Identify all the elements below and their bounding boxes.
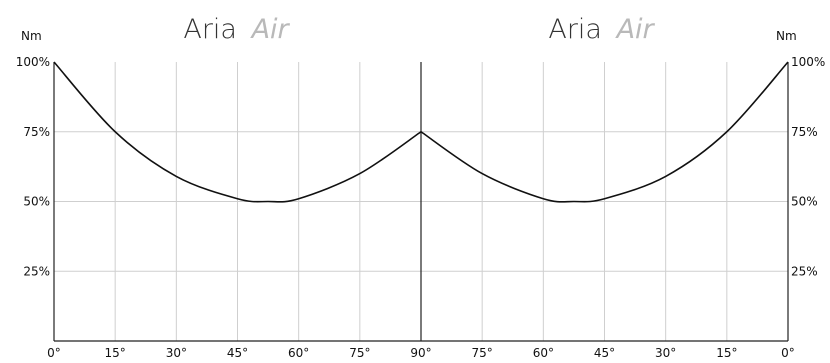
x-tick-label: 0° (47, 346, 61, 360)
x-tick-label: 90° (410, 346, 431, 360)
x-tick-label: 45° (594, 346, 615, 360)
y-tick-labels: 25% 25% 50% 50% 75% 75% 100% 100% (16, 55, 826, 278)
y-tick-label-right: 50% (791, 195, 818, 209)
y-tick-label-right: 25% (791, 264, 818, 278)
x-tick-label: 60° (533, 346, 554, 360)
x-tick-label: 30° (655, 346, 676, 360)
x-tick-label: 60° (288, 346, 309, 360)
y-tick-label-left: 50% (23, 195, 50, 209)
x-tick-label: 0° (781, 346, 795, 360)
chart-title-right-accent: Air (615, 14, 656, 45)
y-tick-label-left: 100% (16, 55, 50, 69)
y-tick-label-left: 75% (23, 125, 50, 139)
x-tick-label: 15° (105, 346, 126, 360)
x-tick-label: 15° (716, 346, 737, 360)
torque-curve-left (53, 61, 422, 203)
chart-axes (53, 62, 789, 342)
y-tick-label-left: 25% (23, 264, 50, 278)
y-tick-label-right: 100% (791, 55, 825, 69)
torque-curve-right (420, 61, 789, 203)
x-tick-labels: 0° 15° 30° 45° 60° 75° 90° 75° 60° 45° 30° 15° 0° (47, 346, 795, 360)
y-unit-right: Nm (776, 29, 797, 43)
chart-title-right-main: Aria (548, 14, 602, 45)
chart-title-left-main: Aria (183, 14, 237, 45)
chart-title-left: Aria Air (183, 14, 290, 45)
x-tick-label: 45° (227, 346, 248, 360)
x-tick-label: 30° (166, 346, 187, 360)
y-unit-left: Nm (21, 29, 42, 43)
torque-curves (53, 61, 789, 203)
y-tick-label-right: 75% (791, 125, 818, 139)
x-tick-label: 75° (472, 346, 493, 360)
chart-title-right: Aria Air (548, 14, 655, 45)
x-tick-label: 75° (349, 346, 370, 360)
chart-title-left-accent: Air (250, 14, 291, 45)
